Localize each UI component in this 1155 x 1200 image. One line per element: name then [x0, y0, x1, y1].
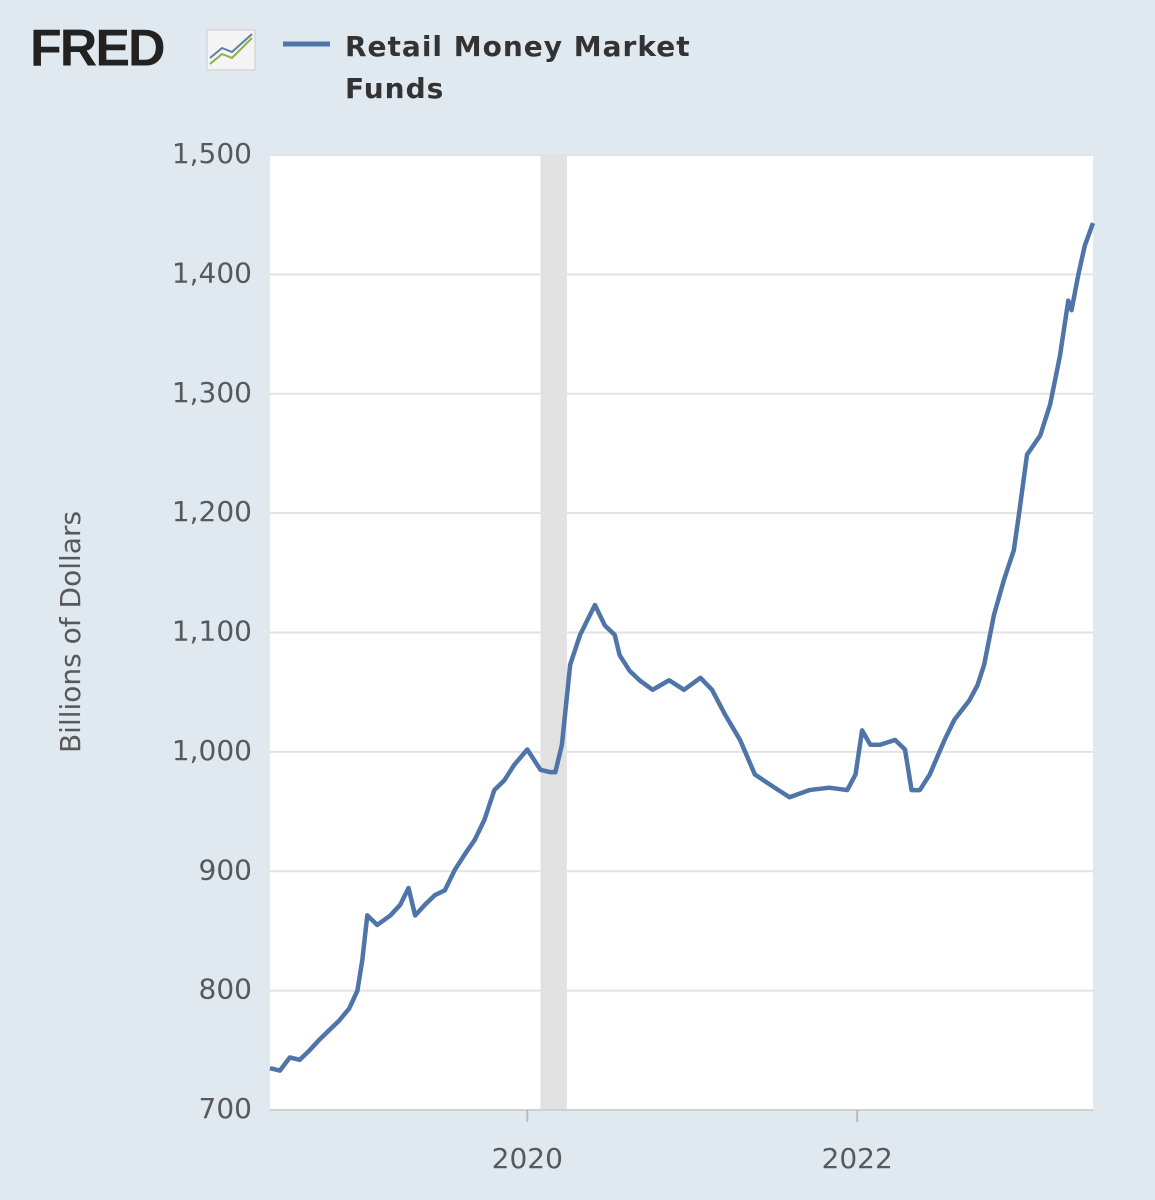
y-tick-label: 1,000 — [172, 734, 252, 767]
y-tick-label: 900 — [199, 853, 252, 886]
y-tick-label: 1,100 — [172, 615, 252, 648]
y-axis-label: Billions of Dollars — [54, 511, 87, 753]
x-tick-label: 2022 — [822, 1142, 893, 1175]
y-tick-label: 800 — [199, 973, 252, 1006]
y-tick-label: 1,400 — [172, 256, 252, 289]
logo: FRED — [30, 20, 164, 78]
x-tick-label: 2020 — [492, 1142, 563, 1175]
y-tick-label: 1,500 — [172, 137, 252, 170]
y-tick-label: 700 — [199, 1092, 252, 1125]
legend-label: Retail Money Market Funds — [345, 30, 691, 105]
y-tick-label: 1,300 — [172, 376, 252, 409]
logo-icon — [206, 29, 256, 71]
y-tick-label: 1,200 — [172, 495, 252, 528]
line-series — [269, 222, 1096, 1073]
